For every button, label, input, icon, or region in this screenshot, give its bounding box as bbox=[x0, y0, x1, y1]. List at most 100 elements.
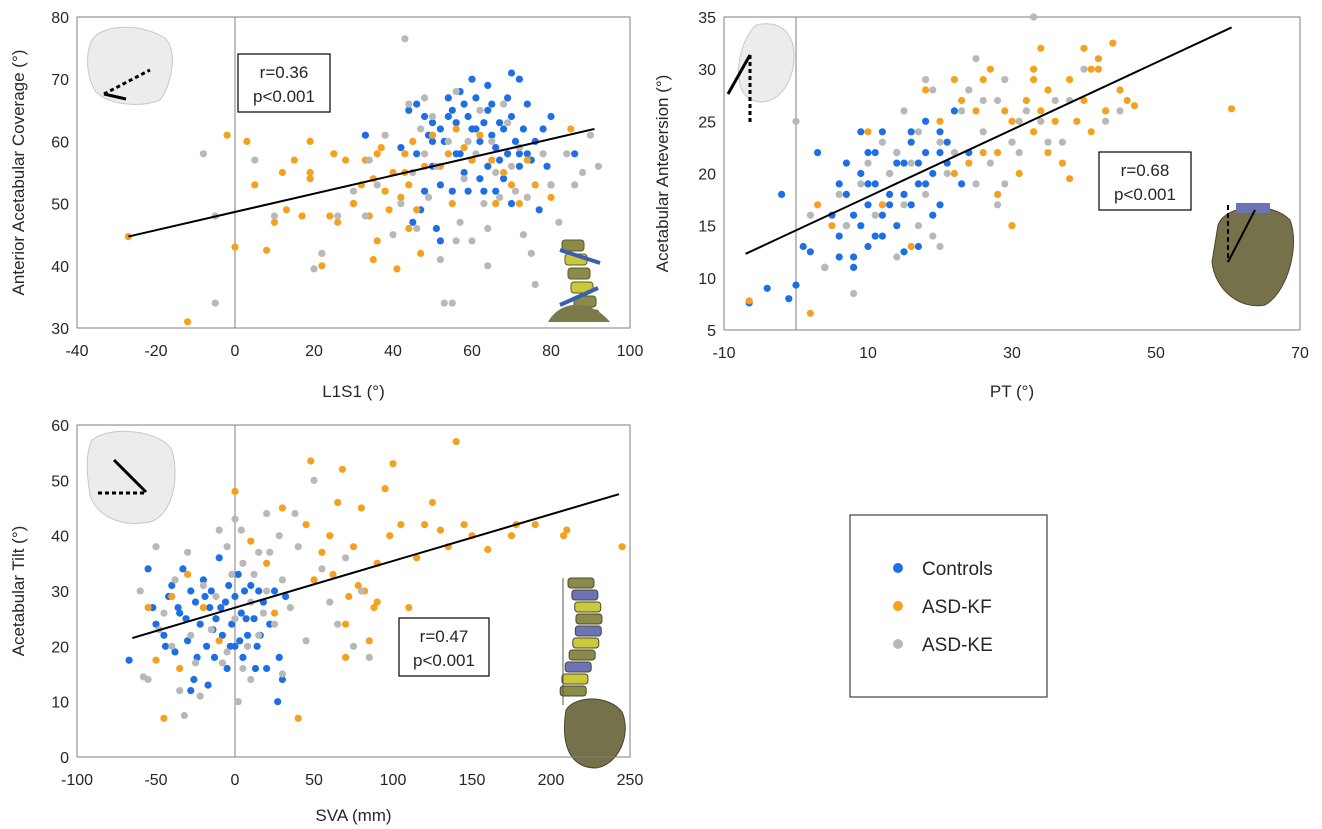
data-point bbox=[171, 576, 179, 584]
data-point bbox=[484, 545, 492, 554]
data-point bbox=[405, 224, 413, 233]
data-point bbox=[1116, 86, 1124, 94]
data-point bbox=[373, 150, 381, 158]
data-point bbox=[484, 106, 492, 114]
data-point bbox=[857, 180, 865, 188]
data-point bbox=[152, 656, 160, 664]
data-point bbox=[263, 246, 271, 254]
data-point bbox=[535, 206, 543, 214]
data-point bbox=[199, 576, 207, 584]
data-point bbox=[234, 698, 242, 706]
data-point bbox=[972, 55, 980, 63]
data-point bbox=[211, 299, 219, 307]
y-tick-label: 30 bbox=[698, 62, 716, 79]
data-point bbox=[251, 664, 260, 673]
data-point bbox=[972, 107, 980, 115]
data-point bbox=[221, 598, 230, 606]
data-point bbox=[413, 206, 421, 214]
y-tick-label: 30 bbox=[51, 321, 69, 338]
x-tick-label: 250 bbox=[617, 772, 644, 789]
data-point bbox=[1094, 65, 1102, 73]
data-point bbox=[334, 218, 342, 226]
x-tick-label: 70 bbox=[1291, 345, 1309, 362]
data-point bbox=[448, 299, 456, 307]
data-point bbox=[184, 570, 192, 579]
data-point bbox=[500, 168, 508, 177]
data-point bbox=[519, 231, 528, 239]
lumbar-spine-icon bbox=[548, 239, 610, 322]
data-point bbox=[448, 200, 456, 208]
stats-annotation: r=0.47 p<0.001 bbox=[398, 617, 490, 677]
data-point bbox=[196, 620, 204, 628]
data-point bbox=[547, 112, 555, 121]
data-point bbox=[1037, 117, 1045, 125]
data-point bbox=[523, 193, 531, 201]
data-point bbox=[361, 212, 369, 220]
data-point bbox=[393, 265, 401, 273]
x-tick-label: 0 bbox=[231, 343, 240, 360]
y-tick-label: 35 bbox=[698, 10, 716, 27]
y-tick-label: 25 bbox=[698, 114, 716, 131]
data-point bbox=[318, 548, 326, 556]
data-point bbox=[835, 253, 843, 261]
data-point bbox=[496, 156, 504, 164]
data-point bbox=[472, 125, 480, 133]
data-point bbox=[515, 150, 524, 158]
data-point bbox=[922, 149, 930, 157]
data-point bbox=[507, 200, 516, 208]
data-point bbox=[1123, 96, 1131, 105]
x-tick-label: 20 bbox=[305, 343, 323, 360]
x-tick-label: 100 bbox=[380, 772, 407, 789]
data-point bbox=[835, 180, 843, 188]
data-point bbox=[199, 581, 207, 590]
data-point bbox=[1102, 117, 1110, 125]
data-point bbox=[168, 581, 176, 590]
data-point bbox=[979, 76, 987, 84]
data-point bbox=[555, 218, 563, 226]
plot-area bbox=[76, 16, 631, 329]
data-point bbox=[936, 201, 944, 209]
data-point bbox=[907, 242, 915, 251]
data-point bbox=[907, 201, 915, 209]
data-point bbox=[421, 94, 429, 102]
data-point bbox=[994, 96, 1002, 105]
data-point bbox=[182, 615, 190, 623]
data-point bbox=[432, 224, 440, 233]
data-point bbox=[563, 150, 571, 158]
data-point bbox=[543, 162, 551, 170]
x-tick-label: -20 bbox=[144, 343, 167, 360]
data-point bbox=[464, 112, 472, 121]
data-point bbox=[361, 131, 369, 139]
data-point bbox=[1116, 107, 1124, 115]
pelvis-side-icon bbox=[726, 23, 795, 122]
r-value-text: r=0.47 bbox=[420, 627, 469, 646]
data-point bbox=[310, 576, 318, 584]
data-point bbox=[531, 181, 539, 189]
legend-label-asd-ke: ASD-KE bbox=[922, 635, 993, 656]
data-point bbox=[231, 487, 239, 495]
data-point bbox=[342, 653, 350, 662]
data-point bbox=[270, 587, 279, 595]
data-point bbox=[484, 81, 492, 89]
data-point bbox=[253, 642, 261, 650]
data-point bbox=[444, 150, 452, 158]
data-point bbox=[270, 609, 279, 617]
p-value-text: p<0.001 bbox=[1114, 185, 1176, 204]
series-asd-kf bbox=[144, 438, 626, 722]
data-point bbox=[523, 150, 531, 158]
data-point bbox=[270, 218, 279, 226]
data-point bbox=[286, 604, 294, 612]
data-point bbox=[231, 515, 239, 523]
data-point bbox=[1015, 149, 1023, 157]
data-point bbox=[994, 190, 1002, 198]
data-point bbox=[218, 659, 226, 667]
data-point bbox=[318, 249, 326, 257]
legend-box bbox=[849, 514, 1048, 698]
data-point bbox=[842, 159, 851, 167]
legend-marker-asd-kf bbox=[893, 601, 903, 611]
data-point bbox=[850, 253, 858, 261]
data-point bbox=[857, 128, 865, 136]
data-point bbox=[263, 509, 271, 518]
data-point bbox=[231, 615, 239, 623]
data-point bbox=[199, 150, 207, 158]
